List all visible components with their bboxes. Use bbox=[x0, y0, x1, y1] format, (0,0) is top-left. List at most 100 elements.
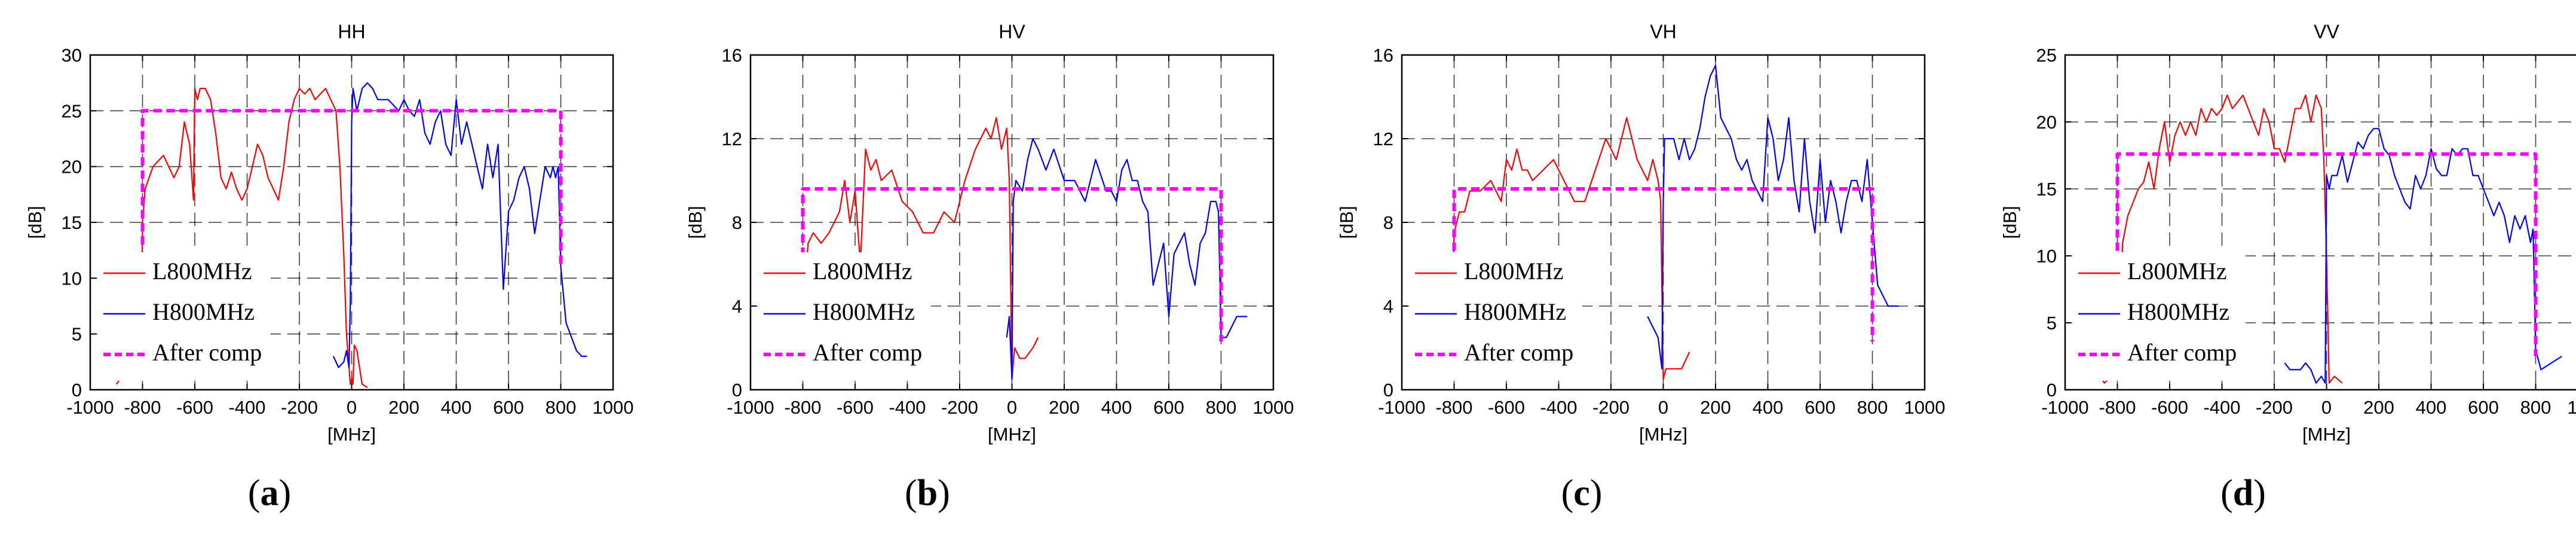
y-tick-label: 12 bbox=[1373, 129, 1393, 149]
legend-label: L800MHz bbox=[152, 258, 252, 285]
x-tick-label: 200 bbox=[1049, 397, 1080, 418]
legend-label: H800MHz bbox=[1464, 298, 1566, 325]
x-tick-label: 1000 bbox=[593, 397, 634, 418]
x-tick-label: -600 bbox=[176, 397, 213, 418]
series-l800mhz bbox=[1427, 117, 1690, 380]
x-axis-label: [MHz] bbox=[988, 424, 1036, 445]
x-axis-label: [MHz] bbox=[2302, 424, 2351, 445]
y-tick-label: 25 bbox=[2036, 45, 2057, 66]
y-tick-label: 5 bbox=[72, 324, 82, 345]
y-tick-label: 20 bbox=[62, 157, 82, 178]
x-tick-label: 400 bbox=[1101, 397, 1132, 418]
x-tick-label: -600 bbox=[2151, 397, 2188, 418]
x-tick-label: 800 bbox=[1857, 397, 1888, 418]
x-tick-label: 0 bbox=[1007, 397, 1017, 418]
chart-hh: -1000 -800 -600 -400 -200 0 200 400 600 800 1000 0 5… bbox=[24, 21, 633, 445]
panel-label-a: (a) bbox=[247, 473, 292, 513]
y-tick-label: 0 bbox=[72, 380, 82, 401]
series-after-comp bbox=[1452, 187, 1874, 342]
y-tick-label: 0 bbox=[2047, 380, 2057, 401]
panel-label-c: (c) bbox=[1561, 473, 1603, 513]
x-tick-label: 600 bbox=[493, 397, 524, 418]
y-tick-label: 4 bbox=[732, 296, 742, 317]
x-tick-label: -400 bbox=[2203, 397, 2240, 418]
panel-label-b: (b) bbox=[905, 473, 950, 513]
x-tick-label: -600 bbox=[837, 397, 874, 418]
y-axis-label: [dB] bbox=[24, 206, 45, 239]
y-tick-label: 5 bbox=[2047, 313, 2057, 334]
x-tick-label: -800 bbox=[2099, 397, 2136, 418]
x-tick-label: -600 bbox=[1488, 397, 1525, 418]
chart-vv: -1000 -800 -600 -400 -200 0 200 400 600 800 1000 0 5… bbox=[1999, 21, 2576, 445]
legend-label: After comp bbox=[1464, 339, 1573, 366]
x-tick-label: 0 bbox=[347, 397, 357, 418]
x-axis-label: [MHz] bbox=[327, 424, 376, 445]
x-tick-label: 200 bbox=[1700, 397, 1731, 418]
x-tick-label: 200 bbox=[2363, 397, 2394, 418]
chart-vh: -1000 -800 -600 -400 -200 0 200 400 600 800 1000 0 4… bbox=[1336, 21, 1945, 445]
x-tick-label: -1000 bbox=[2041, 397, 2088, 418]
y-axis-label: [dB] bbox=[1336, 206, 1357, 239]
legend-label: L800MHz bbox=[1464, 258, 1564, 285]
series-h800mhz bbox=[332, 82, 587, 368]
x-tick-label: 800 bbox=[1206, 397, 1237, 418]
x-tick-label: -400 bbox=[889, 397, 926, 418]
panel-label-d: (d) bbox=[2220, 473, 2266, 513]
y-tick-label: 25 bbox=[62, 100, 82, 121]
y-tick-label: 0 bbox=[732, 380, 742, 401]
x-tick-label: 0 bbox=[2321, 397, 2332, 418]
x-axis-label: [MHz] bbox=[1639, 424, 1687, 445]
x-tick-label: 600 bbox=[2468, 397, 2499, 418]
chart-hv: -1000 -800 -600 -400 -200 0 200 400 600 800 1000 0 4… bbox=[685, 21, 1294, 445]
x-tick-label: 800 bbox=[2520, 397, 2552, 418]
x-tick-label: 0 bbox=[1658, 397, 1668, 418]
y-tick-label: 16 bbox=[722, 45, 742, 66]
chart-title: HH bbox=[338, 21, 365, 42]
x-tick-label: 200 bbox=[388, 397, 419, 418]
series-l800mhz bbox=[776, 117, 1039, 380]
x-tick-label: -200 bbox=[2256, 397, 2293, 418]
x-tick-label: 1000 bbox=[1904, 397, 1946, 418]
x-tick-label: 400 bbox=[441, 397, 472, 418]
y-tick-label: 10 bbox=[62, 268, 82, 289]
y-tick-label: 15 bbox=[62, 212, 82, 233]
y-tick-label: 0 bbox=[1383, 380, 1393, 401]
x-tick-label: -1000 bbox=[727, 397, 774, 418]
y-axis-label: [dB] bbox=[685, 206, 706, 239]
series-h800mhz bbox=[2284, 128, 2562, 384]
y-tick-label: 15 bbox=[2036, 179, 2057, 200]
x-tick-label: 1000 bbox=[1253, 397, 1294, 418]
chart-title: VV bbox=[2314, 21, 2339, 42]
x-tick-label: -800 bbox=[784, 397, 821, 418]
legend-label: After comp bbox=[152, 339, 262, 366]
y-tick-label: 16 bbox=[1373, 45, 1393, 66]
x-tick-label: -400 bbox=[228, 397, 265, 418]
x-tick-label: 1000 bbox=[2568, 397, 2576, 418]
legend-label: H800MHz bbox=[152, 298, 255, 325]
x-tick-label: -200 bbox=[941, 397, 978, 418]
x-tick-label: 400 bbox=[2416, 397, 2447, 418]
x-tick-label: 600 bbox=[1153, 397, 1184, 418]
legend-label: After comp bbox=[813, 339, 922, 366]
y-tick-label: 4 bbox=[1383, 296, 1393, 317]
legend-label: H800MHz bbox=[2127, 298, 2229, 325]
series-after-comp bbox=[140, 109, 563, 267]
chart-title: HV bbox=[998, 21, 1025, 42]
y-tick-label: 8 bbox=[1383, 212, 1393, 233]
series-l800mhz bbox=[2096, 94, 2343, 384]
legend-label: H800MHz bbox=[813, 298, 915, 325]
legend-label: After comp bbox=[2127, 339, 2237, 366]
x-tick-label: -200 bbox=[1592, 397, 1629, 418]
y-tick-label: 20 bbox=[2036, 112, 2057, 133]
legend-label: L800MHz bbox=[2127, 258, 2227, 285]
x-tick-label: -800 bbox=[124, 397, 161, 418]
y-tick-label: 12 bbox=[722, 129, 742, 149]
y-tick-label: 30 bbox=[62, 45, 82, 66]
y-tick-label: 8 bbox=[732, 212, 742, 233]
x-tick-label: 600 bbox=[1805, 397, 1836, 418]
series-after-comp bbox=[2115, 152, 2538, 356]
x-tick-label: -200 bbox=[281, 397, 318, 418]
y-axis-label: [dB] bbox=[1999, 206, 2020, 239]
x-tick-label: -1000 bbox=[1378, 397, 1425, 418]
